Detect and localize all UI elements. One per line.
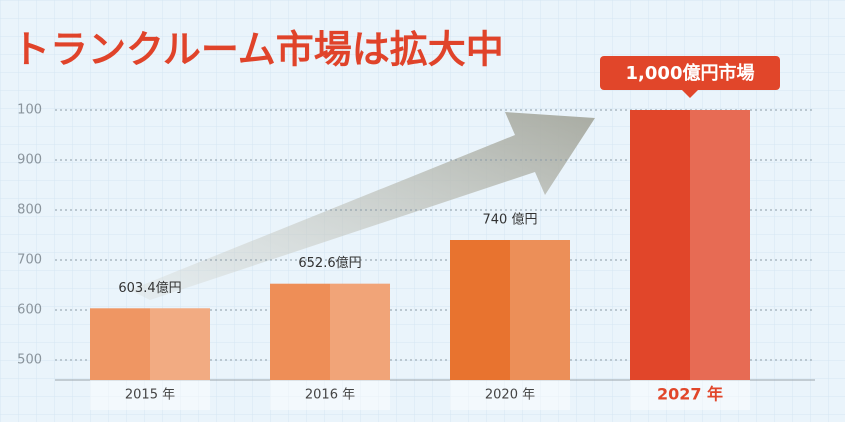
callout-pointer (682, 90, 698, 98)
callout-box (600, 56, 780, 90)
y-tick-label: 900 (17, 153, 42, 168)
bar (270, 283, 390, 380)
chart-title: トランクルーム市場は拡大中 (12, 28, 504, 72)
bar-reflection (90, 380, 210, 410)
bar (90, 308, 210, 380)
y-tick-label: 600 (17, 303, 42, 318)
y-tick-label: 500 (17, 353, 42, 368)
bar-highlight (150, 308, 210, 380)
trend-arrow (130, 112, 595, 300)
data-label: 1,000億円市場 (626, 62, 755, 84)
bar-highlight (510, 240, 570, 380)
y-tick-label: 700 (17, 253, 42, 268)
y-tick-label: 100 (17, 103, 42, 118)
bar (630, 110, 750, 380)
x-tick-label: 2016 年 (305, 388, 355, 403)
bar-reflection (450, 380, 570, 410)
bar (450, 240, 570, 380)
data-label: 652.6億円 (298, 255, 361, 271)
data-label: 740 億円 (483, 212, 538, 228)
y-tick-label: 800 (17, 203, 42, 218)
bar-highlight (330, 283, 390, 380)
bar-reflection (270, 380, 390, 410)
bar-reflection (630, 380, 750, 410)
data-label: 603.4億円 (118, 280, 181, 296)
x-tick-label: 2015 年 (125, 388, 175, 403)
bar-highlight (690, 110, 750, 380)
x-tick-label: 2027 年 (657, 385, 723, 404)
x-tick-label: 2020 年 (485, 388, 535, 403)
